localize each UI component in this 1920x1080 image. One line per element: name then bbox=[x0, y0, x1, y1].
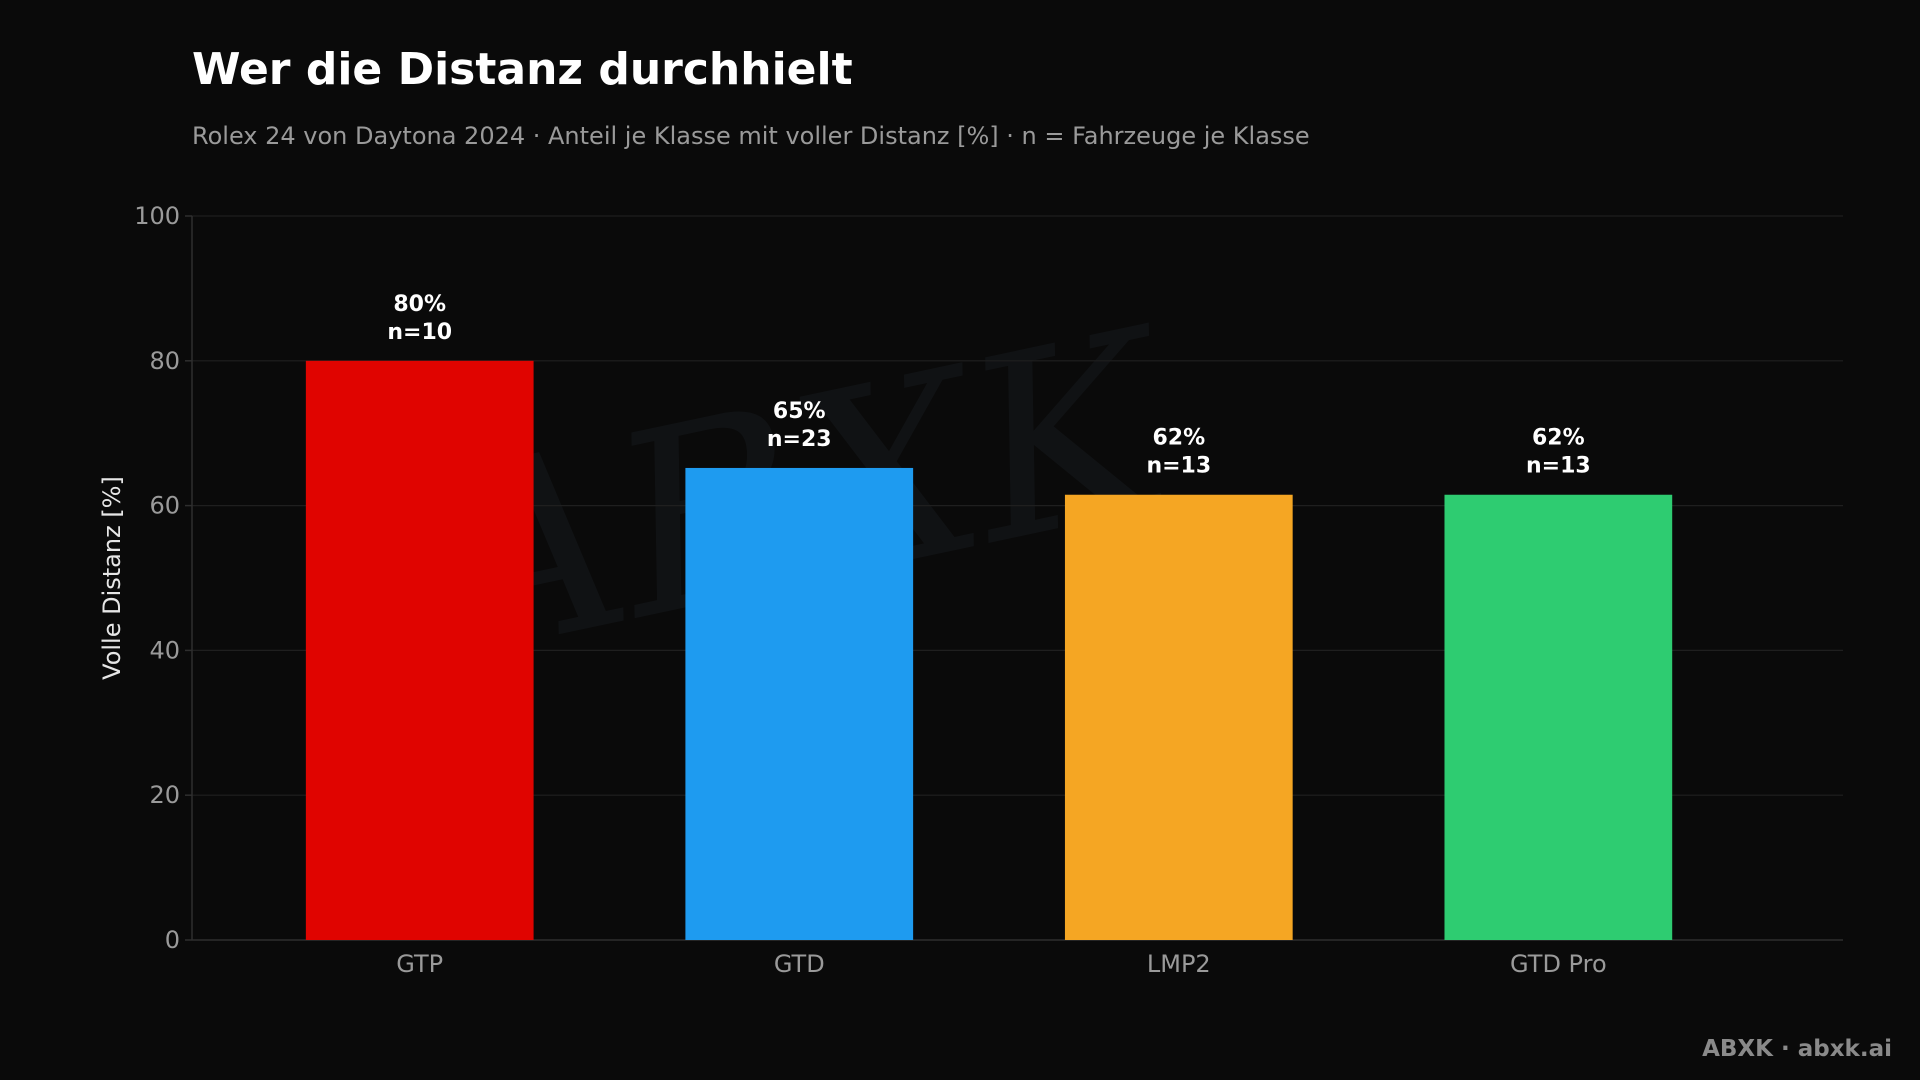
x-tick-label: GTD bbox=[774, 950, 825, 978]
bar-value-label: 80% bbox=[393, 292, 446, 317]
data-labels: 80% n=10 65% n=23 62% n=13 62% n=13 bbox=[387, 292, 1590, 479]
bar-gtp bbox=[305, 360, 534, 940]
y-tick-label: 20 bbox=[149, 781, 180, 809]
chart-title: Wer die Distanz durchhielt bbox=[192, 44, 853, 95]
bar-value-label: 62% bbox=[1532, 426, 1585, 451]
bar-n-label: n=10 bbox=[387, 320, 452, 345]
x-tick-label: GTD Pro bbox=[1510, 950, 1607, 978]
x-tick-label: GTP bbox=[396, 950, 443, 978]
bar-gtd-pro bbox=[1444, 494, 1673, 940]
x-tick-label: LMP2 bbox=[1147, 950, 1211, 978]
y-axis-label: Volle Distanz [%] bbox=[98, 476, 126, 680]
bars bbox=[305, 360, 1673, 940]
bar-n-label: n=23 bbox=[767, 427, 832, 452]
y-tick-label: 80 bbox=[149, 347, 180, 375]
y-tick-label: 40 bbox=[149, 636, 180, 664]
y-tick-label: 60 bbox=[149, 492, 180, 520]
bar-value-label: 65% bbox=[773, 399, 826, 424]
bar-lmp2 bbox=[1064, 494, 1293, 940]
bar-gtd bbox=[685, 467, 914, 940]
chart-subtitle: Rolex 24 von Daytona 2024 · Anteil je Kl… bbox=[192, 122, 1310, 150]
y-tick-label: 0 bbox=[165, 926, 180, 954]
bar-value-label: 62% bbox=[1152, 426, 1205, 451]
y-tick-label: 100 bbox=[134, 202, 180, 230]
footer-brand: ABXK · abxk.ai bbox=[1702, 1036, 1892, 1062]
bar-n-label: n=13 bbox=[1526, 454, 1591, 479]
bar-n-label: n=13 bbox=[1146, 454, 1211, 479]
